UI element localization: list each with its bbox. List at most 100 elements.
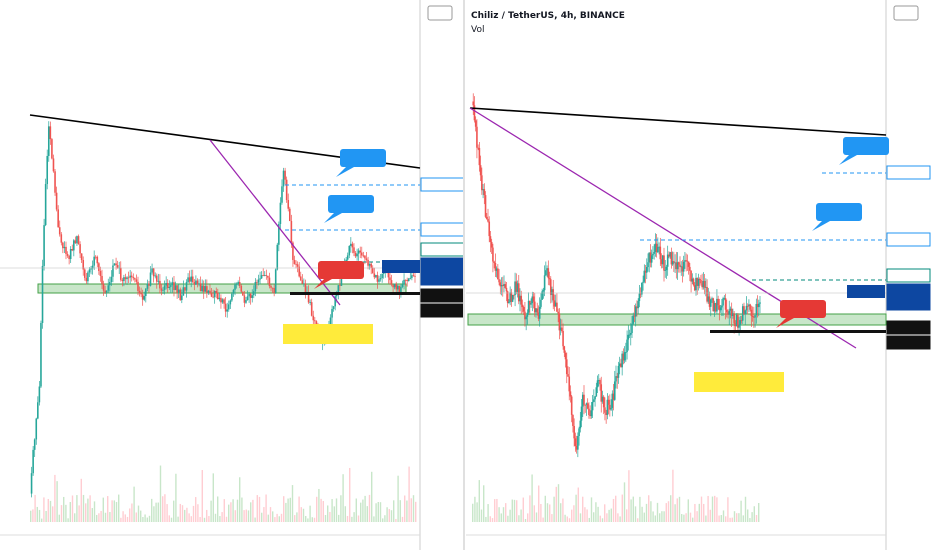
volume-bar (179, 503, 181, 522)
candle-body (734, 323, 737, 327)
candle-body (599, 380, 601, 385)
candle-body (168, 286, 171, 288)
volume-bar (692, 517, 694, 522)
candle-body (489, 236, 492, 242)
candle-body (538, 306, 541, 319)
candle-body (220, 297, 222, 303)
volume-bar (302, 508, 305, 522)
candle-body (387, 271, 390, 278)
volume-bar (98, 513, 100, 522)
volume-bar (338, 514, 340, 522)
stop-loss-bar (290, 292, 420, 295)
volume-bar (120, 517, 122, 522)
volume-bar (615, 495, 617, 522)
volume-bar (577, 487, 579, 522)
callout-target-mid-box (816, 203, 862, 221)
volume-bar (408, 466, 410, 522)
volume-bar (289, 497, 291, 522)
candle-body (606, 399, 609, 416)
stop-loss-bar (710, 330, 886, 333)
candle-body (541, 291, 543, 300)
candle-body (605, 412, 607, 416)
candle-body (237, 282, 239, 284)
volume-bar (529, 495, 531, 522)
candle-body (124, 277, 127, 280)
candle-body (558, 313, 561, 331)
candle-body (254, 282, 257, 292)
candle-body (474, 120, 477, 127)
candle-body (301, 280, 304, 284)
volume-bar (153, 506, 155, 522)
candle-body (533, 301, 536, 313)
volume-bar (485, 516, 487, 522)
candle-body (698, 278, 701, 281)
candle-body (77, 236, 80, 245)
volume-bar (672, 469, 674, 522)
volume-bar (291, 485, 294, 522)
candle-body (188, 277, 191, 282)
volume-bar (243, 510, 245, 522)
watermark-box (694, 372, 784, 392)
candle-body (494, 262, 497, 271)
candle-body (657, 247, 659, 253)
volume-bar (670, 495, 672, 522)
candle-body (331, 308, 333, 318)
candle-body (256, 282, 258, 283)
candle-body (697, 278, 700, 286)
candle-body (569, 391, 572, 397)
volume-bar (331, 499, 333, 522)
candle-body (165, 283, 167, 286)
volume-bar (80, 478, 82, 522)
volume-bar (102, 497, 104, 522)
ticker-label-box (382, 260, 420, 273)
left-chart (0, 0, 465, 550)
volume-bar (351, 516, 353, 522)
volume-bar (564, 514, 566, 522)
volume-bar (623, 482, 626, 522)
candle-body (573, 426, 575, 439)
candle-body (535, 308, 537, 313)
volume-bar (45, 511, 47, 522)
candle-body (639, 293, 642, 295)
candle-body (553, 300, 556, 307)
candle-body (170, 285, 172, 287)
volume-bar (610, 508, 612, 522)
candle-body (674, 262, 676, 264)
candle-body (495, 268, 498, 271)
chart-text-layer: Chiliz / TetherUS, 4h, BINANCE Vol (471, 11, 625, 35)
candle-body (303, 283, 305, 285)
candle-body (472, 101, 475, 106)
candle-body (396, 285, 399, 290)
candle-body (647, 262, 649, 268)
support-zone (467, 313, 887, 326)
candle-body (730, 308, 733, 317)
candle-body (591, 401, 594, 411)
price-label-box (420, 303, 465, 318)
candle-body (406, 279, 408, 282)
currency-box (427, 5, 453, 21)
volume-bar (608, 509, 610, 522)
candle-body (551, 289, 553, 295)
candle-body (670, 252, 673, 265)
candle-body (568, 376, 571, 392)
candle-body (135, 279, 138, 282)
candle-body (631, 323, 633, 334)
candle-body (295, 263, 297, 265)
candle-body (530, 303, 532, 305)
ticker-label-box (847, 285, 885, 298)
volume-bar (89, 495, 91, 522)
candle-body (638, 293, 641, 302)
volume-bar (595, 502, 597, 522)
volume-bar (709, 509, 711, 522)
candle-body (633, 315, 636, 317)
volume-bar (362, 499, 364, 522)
candle-body (716, 298, 718, 312)
candle-body (745, 305, 748, 311)
volume-bar (645, 503, 648, 522)
candle-body (351, 243, 354, 248)
volume-bar (261, 512, 263, 522)
candle-body (127, 277, 130, 279)
candle-body (561, 327, 563, 331)
candle-body (212, 296, 214, 298)
